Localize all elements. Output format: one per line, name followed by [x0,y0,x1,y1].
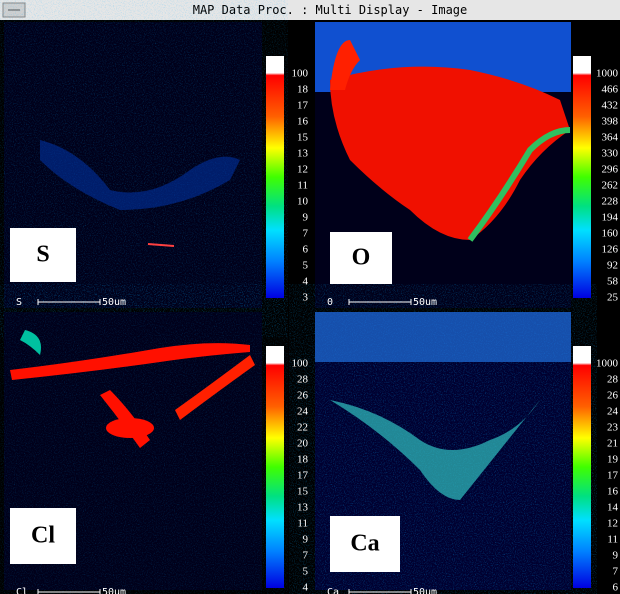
colorbar-label: 160 [602,228,619,240]
colorbar-label: 364 [602,132,619,144]
scale-text: 50um [102,587,126,594]
colorbar-label: 21 [607,438,618,450]
colorbar-label: 15 [297,132,309,144]
colorbar-label: 126 [602,244,619,256]
colorbar-label: 4 [303,582,309,594]
colorbar-label: 19 [607,454,619,466]
colorbar-label: 296 [602,164,619,176]
colorbar-label: 16 [607,486,619,498]
colorbar-label: 17 [297,470,309,482]
colorbar-label: 26 [297,390,309,402]
colorbar-label: 7 [303,228,309,240]
colorbar-label: 10 [297,196,309,208]
colorbar-label: 13 [297,502,309,514]
colorbar-label: 7 [303,550,309,562]
colorbar-label: 432 [602,100,619,112]
colorbar-label: 228 [602,196,619,208]
colorbar-label: 12 [607,518,618,530]
colorbar [266,56,284,298]
colorbar-label: 17 [297,100,309,112]
scale-text: 50um [413,297,437,308]
element-label: Cl [31,523,55,549]
colorbar-label: 24 [297,406,309,418]
colorbar-label: 11 [297,518,308,530]
colorbar-label: 466 [602,84,619,96]
colorbar-label: 28 [607,374,619,386]
map-feature [315,312,571,362]
colorbar-label: 100 [292,358,309,370]
colorbar [573,346,591,588]
colorbar-label: 1000 [596,358,619,370]
colorbar-label: 5 [303,260,309,272]
map-feature [106,418,154,438]
footer-label: Cl [16,587,28,594]
colorbar-label: 9 [613,550,619,562]
colorbar-label: 11 [607,534,618,546]
colorbar-label: 9 [303,534,309,546]
colorbar-label: 194 [602,212,619,224]
colorbar-label: 23 [607,422,619,434]
colorbar-label: 4 [303,276,309,288]
colorbar-label: 262 [602,180,619,192]
element-label: S [36,242,49,268]
colorbar-label: 11 [297,180,308,192]
colorbar-label: 398 [602,116,619,128]
display: MAP Data Proc. : Multi Display - Image 1… [0,0,620,594]
colorbar-label: 13 [297,148,309,160]
colorbar-label: 18 [297,454,309,466]
scale-text: 50um [102,297,126,308]
colorbar-label: 17 [607,470,619,482]
colorbar-label: 5 [303,566,309,578]
colorbar-label: 24 [607,406,619,418]
scale-text: 50um [413,587,437,594]
colorbar-label: 22 [297,422,308,434]
colorbar [573,56,591,298]
window: MAP Data Proc. : Multi Display - Image 1… [0,0,620,594]
colorbar-label: 100 [292,68,309,80]
colorbar-label: 14 [607,502,619,514]
colorbar-label: 7 [613,566,619,578]
colorbar-label: 330 [602,148,619,160]
colorbar-label: 92 [607,260,618,272]
footer-label: S [16,297,22,308]
footer-label: 0 [327,297,333,308]
colorbar-label: 26 [607,390,619,402]
colorbar [266,346,284,588]
colorbar-label: 18 [297,84,309,96]
colorbar-label: 12 [297,164,308,176]
colorbar-label: 28 [297,374,309,386]
footer-label: Ca [327,587,339,594]
colorbar-label: 20 [297,438,309,450]
colorbar-label: 3 [303,292,309,304]
colorbar-label: 9 [303,212,309,224]
colorbar-label: 6 [613,582,619,594]
element-label: O [352,245,371,271]
colorbar-label: 1000 [596,68,619,80]
colorbar-label: 25 [607,292,619,304]
colorbar-label: 16 [297,116,309,128]
window-title: MAP Data Proc. : Multi Display - Image [193,3,468,17]
colorbar-label: 6 [303,244,309,256]
element-label: Ca [350,531,379,557]
colorbar-label: 58 [607,276,619,288]
colorbar-label: 15 [297,486,309,498]
